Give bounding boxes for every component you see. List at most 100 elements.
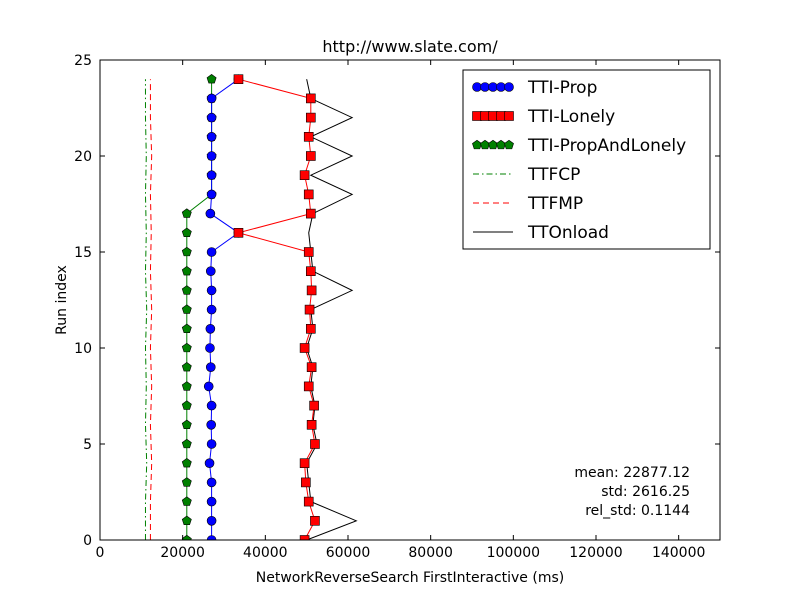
data-point-tti-propandlonely: [181, 458, 192, 468]
data-point-tti-prop: [205, 208, 216, 219]
x-tick-label: 40000: [243, 545, 288, 561]
data-point-tti-lonely: [310, 515, 320, 526]
data-point-tti-lonely: [309, 400, 319, 411]
y-tick-label: 0: [83, 533, 92, 549]
data-point-tti-lonely: [305, 323, 316, 334]
data-point-tti-prop: [205, 343, 215, 353]
data-point-tti-propandlonely: [181, 246, 192, 257]
data-point-tti-prop: [206, 170, 217, 180]
data-point-tti-propandlonely: [181, 342, 192, 353]
data-point-tti-lonely: [305, 112, 316, 123]
data-point-tti-prop: [206, 419, 216, 430]
data-point-tti-lonely: [305, 93, 316, 104]
legend-marker-tti-prop: [472, 82, 482, 92]
series-ttfmp: [149, 79, 153, 540]
data-point-tti-propandlonely: [181, 323, 192, 333]
data-point-tti-prop: [205, 323, 216, 334]
data-point-tti-prop: [206, 151, 217, 161]
data-point-tti-lonely: [233, 74, 244, 84]
legend-marker-tti-lonely: [504, 111, 514, 121]
data-point-tti-lonely: [303, 132, 314, 142]
axis-ticks: 0 20000 40000 60000 80000 100000 120000 140000 0…: [74, 53, 720, 561]
x-tick-label: 60000: [326, 545, 371, 561]
legend-label-tti-prop: TTI-Prop: [527, 78, 597, 98]
legend-label-ttfmp: TTFMP: [527, 194, 583, 214]
legend-marker-tti-prop: [496, 82, 506, 92]
data-point-tti-propandlonely: [181, 419, 192, 429]
data-point-tti-prop: [206, 304, 217, 315]
data-point-tti-lonely: [303, 189, 314, 200]
x-tick-label: 120000: [569, 545, 622, 561]
plot-frame: [99, 59, 721, 541]
data-point-tti-lonely: [310, 439, 320, 449]
series-ttfcp: [144, 79, 148, 540]
data-point-tti-lonely: [304, 304, 315, 315]
legend: TTI-Prop TTI-Lonely TTI-PropAndLonely TTFCP…: [462, 69, 711, 250]
x-tick-label: 140000: [652, 545, 705, 561]
data-point-tti-propandlonely: [181, 477, 192, 487]
data-point-tti-lonely: [299, 343, 310, 353]
x-axis-label: NetworkReverseSearch FirstInteractive (m…: [256, 570, 564, 586]
legend-box: [462, 69, 711, 250]
y-tick-label: 5: [83, 437, 92, 453]
data-point-tti-propandlonely: [206, 74, 217, 84]
y-axis-label: Run index: [54, 265, 70, 335]
x-tick-label: 20000: [160, 545, 205, 561]
data-point-tti-prop: [206, 496, 217, 507]
data-point-tti-lonely: [306, 285, 317, 296]
x-tick-label: 80000: [408, 545, 453, 561]
data-point-tti-lonely: [233, 228, 244, 238]
data-point-tti-prop: [206, 132, 217, 142]
data-point-tti-prop: [206, 112, 217, 123]
legend-label-ttonload: TTOnload: [527, 223, 609, 243]
data-point-tti-propandlonely: [181, 400, 192, 410]
x-tick-label: 0: [96, 545, 105, 561]
data-point-tti-lonely: [303, 496, 314, 507]
legend-label-tti-propandlonely: TTI-PropAndLonely: [527, 136, 686, 156]
data-point-tti-prop: [206, 285, 217, 296]
stat-mean: mean: 22877.12: [574, 465, 690, 481]
data-point-tti-prop: [206, 400, 217, 411]
series-tti-lonely: [233, 74, 320, 540]
data-point-tti-prop: [204, 458, 215, 469]
data-point-tti-prop: [206, 189, 217, 200]
series-line-tti-lonely: [236, 78, 316, 540]
series-tti-prop: [203, 74, 244, 540]
series-line-ttfcp: [144, 79, 148, 540]
y-tick-label: 25: [74, 53, 92, 69]
legend-marker-tti-propandlonely: [504, 139, 514, 150]
data-point-tti-prop: [205, 362, 216, 373]
data-point-tti-lonely: [306, 419, 317, 430]
data-point-tti-prop: [206, 535, 217, 540]
legend-marker-tti-lonely: [472, 111, 482, 121]
data-point-tti-prop: [206, 93, 217, 104]
data-point-tti-propandlonely: [181, 362, 192, 372]
data-point-tti-propandlonely: [181, 515, 192, 525]
legend-label-ttfcp: TTFCP: [527, 165, 580, 185]
data-point-tti-prop: [205, 266, 216, 277]
y-tick-label: 15: [74, 245, 92, 261]
data-point-tti-prop: [206, 439, 217, 449]
data-point-tti-prop: [206, 477, 217, 488]
data-point-tti-propandlonely: [181, 496, 192, 506]
y-tick-label: 10: [74, 341, 92, 357]
data-point-tti-lonely: [305, 151, 316, 161]
data-point-tti-lonely: [303, 247, 314, 257]
legend-marker-tti-lonely: [488, 111, 498, 121]
legend-marker-tti-lonely: [496, 111, 506, 121]
stat-std: std: 2616.25: [601, 484, 690, 500]
chart-title: http://www.slate.com/: [322, 37, 498, 56]
legend-marker-tti-prop: [488, 82, 498, 92]
data-point-tti-propandlonely: [181, 304, 192, 314]
data-point-tti-lonely: [299, 458, 310, 469]
legend-label-tti-lonely: TTI-Lonely: [527, 107, 615, 127]
data-point-tti-propandlonely: [181, 266, 192, 276]
stats-annotation: mean: 22877.12 std: 2616.25 rel_std: 0.1…: [574, 465, 690, 519]
data-point-tti-prop: [203, 381, 214, 392]
data-point-tti-lonely: [303, 381, 314, 392]
data-point-tti-lonely: [299, 170, 310, 180]
data-point-tti-lonely: [299, 535, 310, 540]
legend-marker-tti-prop: [480, 82, 490, 92]
data-point-tti-propandlonely: [181, 438, 192, 449]
